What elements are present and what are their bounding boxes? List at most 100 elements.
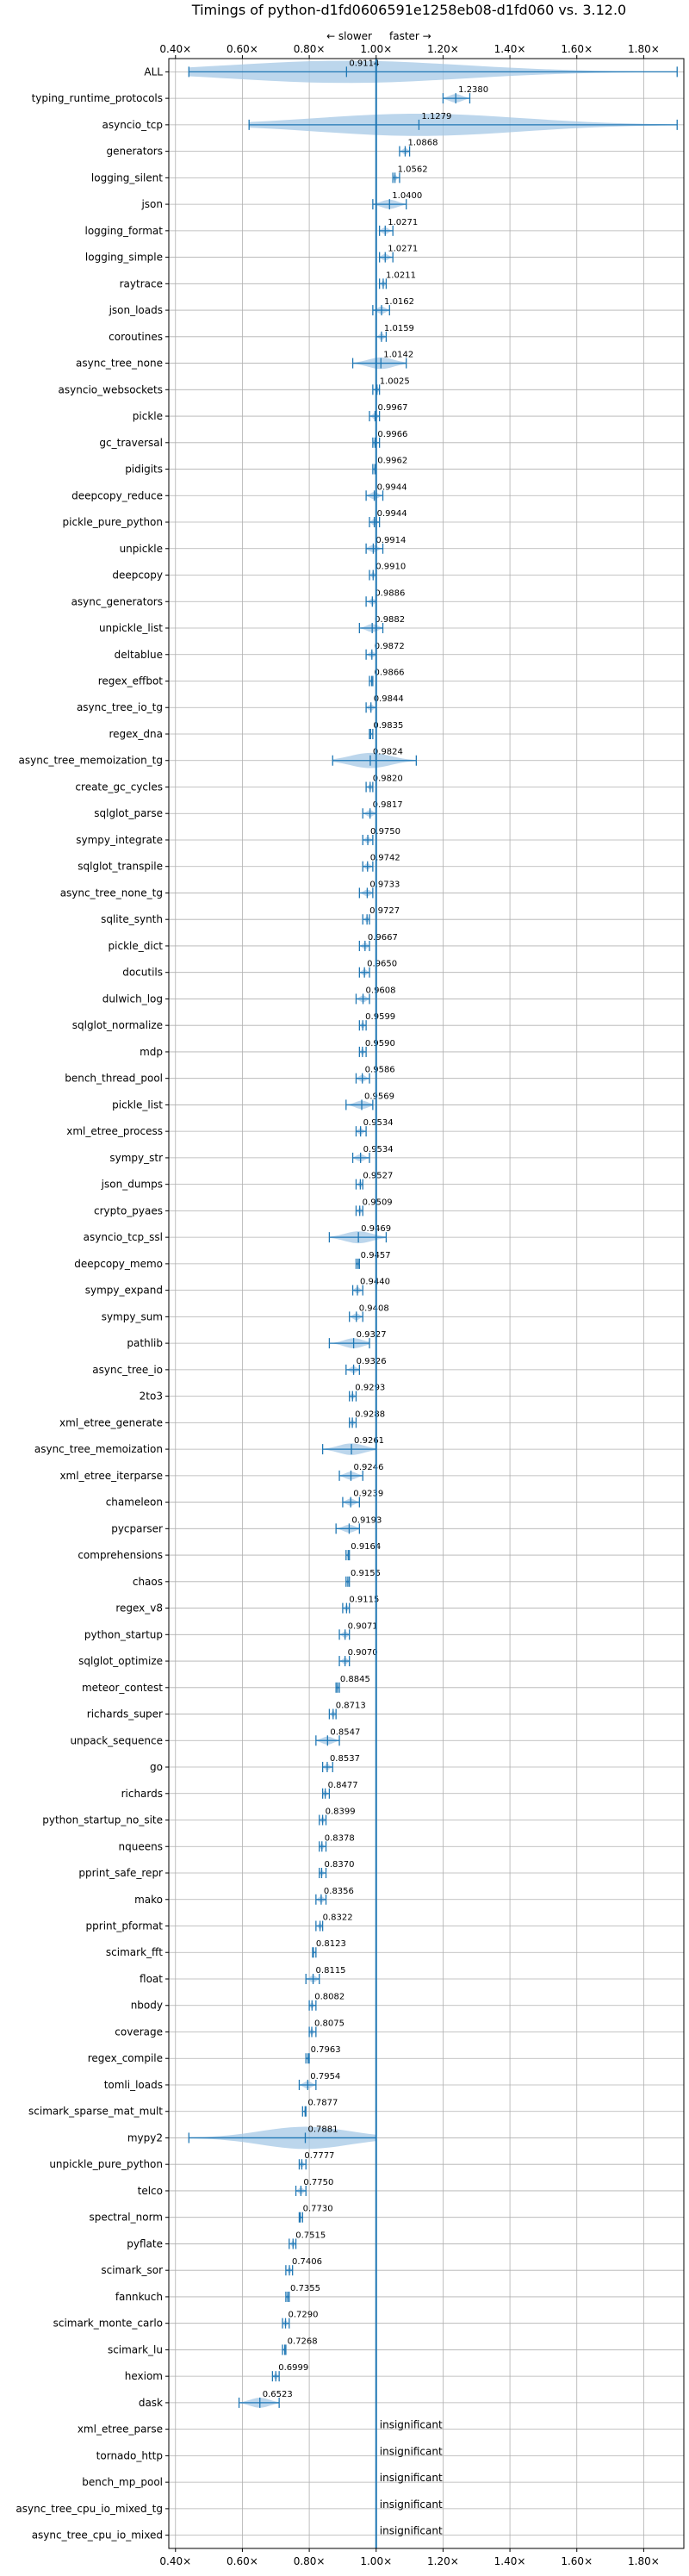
- value-label: 0.8123: [316, 1939, 346, 1949]
- value-label: 0.9820: [373, 774, 403, 783]
- row-label: nqueens: [119, 1840, 163, 1852]
- row-label: xml_etree_iterparse: [59, 1470, 163, 1482]
- value-label: 1.0211: [386, 271, 416, 280]
- row-label: regex_effbot: [98, 675, 164, 688]
- value-label: 0.9327: [357, 1330, 387, 1340]
- row-label: tornado_http: [96, 2449, 163, 2461]
- row-label: coverage: [115, 2025, 163, 2038]
- value-label: 0.9193: [351, 1515, 382, 1525]
- value-label: 0.9872: [375, 642, 405, 651]
- value-label: 0.9155: [351, 1569, 381, 1578]
- row-label: sympy_str: [109, 1152, 163, 1164]
- value-label: 0.9569: [364, 1092, 394, 1101]
- value-label: 0.8370: [324, 1860, 354, 1870]
- value-label: 0.6999: [278, 2363, 308, 2373]
- row-label: logging_simple: [85, 252, 163, 264]
- row-label: deepcopy_reduce: [71, 489, 163, 501]
- value-label: 1.0159: [384, 324, 414, 333]
- value-label: 1.0400: [392, 191, 422, 201]
- row-label: bench_thread_pool: [65, 1073, 163, 1085]
- row-label: gc_traversal: [99, 437, 163, 449]
- value-label: 0.8322: [323, 1913, 353, 1923]
- value-label: 0.7355: [290, 2284, 320, 2293]
- value-label: 0.8477: [328, 1781, 358, 1790]
- value-label: 0.9288: [355, 1409, 385, 1419]
- value-label: 0.9910: [376, 563, 406, 572]
- value-label: 0.9261: [354, 1436, 384, 1446]
- row-label: logging_silent: [91, 171, 163, 184]
- row-label: sympy_integrate: [76, 834, 163, 846]
- value-label: 0.6523: [263, 2390, 293, 2399]
- value-label: 0.9239: [353, 1490, 383, 1499]
- value-label: 1.0868: [407, 139, 438, 148]
- value-label: 0.9071: [348, 1621, 378, 1631]
- x-tick-label-top: 1.20×: [427, 43, 459, 55]
- row-label: telco: [138, 2185, 163, 2197]
- value-label: 0.9742: [370, 854, 400, 863]
- row-label: regex_dna: [109, 728, 163, 740]
- row-label: deltablue: [115, 649, 163, 661]
- x-tick-label-top: 1.80×: [628, 43, 660, 55]
- row-label: tomli_loads: [104, 2079, 163, 2091]
- row-label: async_tree_io_tg: [77, 701, 163, 713]
- row-label: pidigits: [125, 464, 163, 476]
- row-label: asyncio_tcp_ssl: [84, 1231, 163, 1243]
- row-label: pickle_pure_python: [63, 516, 163, 528]
- x-tick-label-top: 0.40×: [159, 43, 191, 55]
- value-label: 0.9599: [365, 1012, 395, 1022]
- value-label: 0.7730: [303, 2205, 333, 2214]
- row-label: pprint_pformat: [86, 1920, 164, 1932]
- row-label: dask: [139, 2397, 163, 2409]
- row-label: scimark_fft: [106, 1946, 163, 1958]
- value-label: 0.9733: [369, 880, 400, 889]
- row-label: pprint_safe_repr: [78, 1867, 163, 1879]
- value-label: 0.9824: [373, 748, 403, 757]
- value-label: 0.8378: [325, 1833, 355, 1843]
- row-label: python_startup_no_site: [42, 1814, 163, 1826]
- x-tick-label-bottom: 1.00×: [360, 2555, 392, 2567]
- value-label: 0.9866: [375, 669, 405, 678]
- row-label: json_loads: [109, 304, 163, 316]
- row-label: sqlite_synth: [101, 913, 163, 925]
- direction-slower-label: ← slower: [326, 30, 372, 42]
- insignificant-label: insignificant: [380, 2445, 443, 2457]
- row-label: hexiom: [125, 2370, 163, 2382]
- row-label: xml_etree_generate: [59, 1416, 163, 1428]
- x-tick-label-top: 0.60×: [227, 43, 258, 55]
- grid-lines: [169, 59, 684, 2548]
- value-label: 0.7515: [295, 2231, 326, 2240]
- x-tick-label-bottom: 0.60×: [227, 2555, 258, 2567]
- value-label: 0.9966: [377, 430, 407, 439]
- row-label: 2to3: [140, 1391, 163, 1403]
- row-label: unpickle_pure_python: [49, 2158, 163, 2170]
- value-label: 0.9944: [377, 509, 407, 519]
- row-label: pycparser: [111, 1522, 163, 1534]
- row-label: create_gc_cycles: [75, 781, 163, 793]
- row-label: deepcopy: [112, 569, 163, 582]
- row-label: sqlglot_optimize: [78, 1655, 163, 1667]
- value-label: 0.7750: [303, 2178, 333, 2187]
- value-label: 0.9914: [376, 536, 406, 545]
- row-label: sqlglot_parse: [94, 807, 163, 819]
- row-label: async_tree_io: [92, 1364, 163, 1376]
- value-label: 0.9509: [363, 1198, 393, 1207]
- value-label: 0.9590: [365, 1039, 395, 1048]
- x-tick-label-bottom: 1.20×: [427, 2555, 459, 2567]
- value-label: 0.9844: [374, 694, 404, 704]
- value-label: 0.9962: [377, 457, 407, 466]
- row-label: deepcopy_memo: [74, 1258, 163, 1270]
- row-label: async_generators: [71, 595, 163, 607]
- value-label: 1.0562: [398, 165, 428, 174]
- row-label: chameleon: [106, 1496, 163, 1509]
- value-label: 0.9750: [370, 827, 400, 837]
- row-label: logging_format: [84, 225, 163, 237]
- row-label: pickle_list: [112, 1098, 163, 1111]
- row-label: xml_etree_process: [66, 1125, 163, 1137]
- insignificant-label: insignificant: [380, 2472, 443, 2484]
- value-label: 0.9944: [377, 482, 407, 492]
- row-label: sqlglot_normalize: [72, 1019, 163, 1031]
- row-label: scimark_sor: [101, 2264, 163, 2276]
- value-label: 0.9408: [359, 1304, 389, 1313]
- value-label: 0.9293: [355, 1384, 385, 1393]
- value-label: 1.0142: [383, 351, 413, 360]
